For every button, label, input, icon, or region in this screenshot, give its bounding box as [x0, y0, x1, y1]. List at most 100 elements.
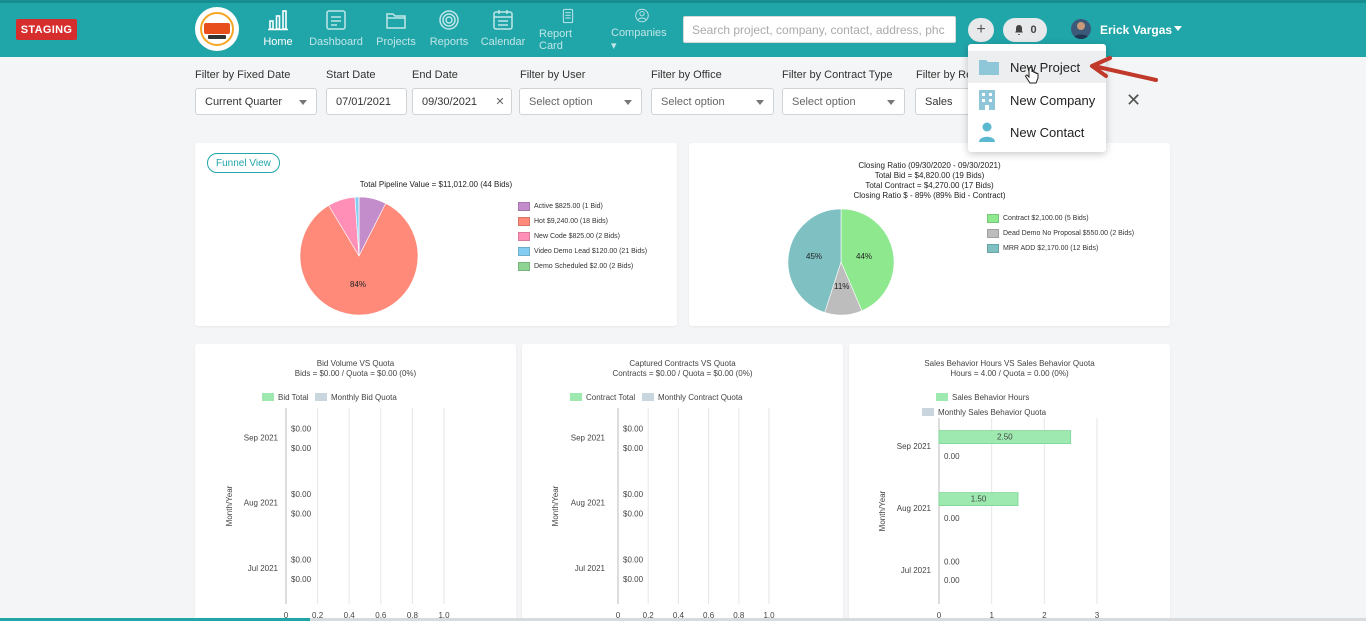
bar[interactable]	[938, 492, 1019, 507]
filter-user-select[interactable]: Select option	[519, 88, 642, 115]
closing-ratio-pie-chart	[788, 209, 894, 315]
sales-behavior-chart: Sales Behavior Hours VS Sales Behavior Q…	[878, 359, 1100, 620]
add-new-button[interactable]: +	[968, 18, 994, 42]
y-category-label: Sep 2021	[897, 442, 932, 451]
filter-fixed-date-select[interactable]: Current Quarter	[195, 88, 317, 115]
bar[interactable]	[938, 430, 1072, 444]
legend-swatch	[642, 393, 654, 401]
x-tick-label: 1	[989, 611, 994, 620]
x-tick-label: 0.6	[703, 611, 715, 620]
end-date-input[interactable]: 09/30/2021	[412, 88, 490, 115]
nav-calendar[interactable]: Calendar	[480, 8, 526, 52]
closing-ratio-card: Closing Ratio (09/30/2020 - 09/30/2021) …	[689, 143, 1170, 326]
x-tick-label: 0.8	[733, 611, 745, 620]
nav-label: Calendar	[480, 36, 526, 48]
x-tick-label: 0.4	[673, 611, 685, 620]
notifications-button[interactable]: 0	[1003, 18, 1047, 42]
end-date-value: 09/30/2021	[422, 95, 478, 108]
filter-user-value: Select option	[529, 95, 593, 108]
legend-label[interactable]: Monthly Bid Quota	[331, 393, 397, 402]
pie-slice-label: 84%	[350, 280, 367, 289]
pie-slice-contract[interactable]	[840, 209, 894, 312]
nav-companies[interactable]: Companies ▾	[611, 8, 673, 52]
new-company-item[interactable]: New Company	[968, 84, 1106, 116]
nav-label: Report Card	[539, 28, 573, 52]
start-date-value: 07/01/2021	[336, 95, 392, 108]
pie-slice-hot[interactable]	[300, 203, 418, 315]
y-axis-label: Month/Year	[878, 490, 887, 531]
legend-label[interactable]: Monthly Contract Quota	[658, 393, 743, 402]
filter-contract-type-select[interactable]: Select option	[782, 88, 905, 115]
chart-title: Captured Contracts VS Quota	[629, 359, 736, 368]
legend-swatch	[987, 229, 999, 238]
pie-slice-label: 44%	[856, 252, 873, 261]
filter-fixed-date-label: Filter by Fixed Date	[195, 69, 291, 81]
legend-swatch	[518, 247, 530, 256]
menu-item-label: New Project	[1010, 59, 1081, 75]
closing-title-line: Total Bid = $4,820.00 (19 Bids)	[874, 171, 985, 180]
legend-label: Dead Demo No Proposal $550.00 (2 Bids)	[1003, 230, 1135, 237]
nav-report-card[interactable]: Report Card	[539, 8, 597, 52]
legend-label[interactable]: Bid Total	[278, 393, 309, 402]
close-icon: ✕	[495, 96, 505, 108]
legend-label: Active $825.00 (1 Bid)	[534, 203, 603, 210]
nav-home[interactable]: Home	[262, 8, 294, 52]
chart-subtitle: Bids = $0.00 / Quota = $0.00 (0%)	[295, 369, 417, 378]
dashboard-icon	[326, 10, 346, 30]
bell-icon	[1015, 25, 1024, 35]
sales-behavior-card: Sales Behavior Hours VS Sales Behavior Q…	[849, 344, 1170, 621]
legend-item: Dead Demo No Proposal $550.00 (2 Bids)	[987, 229, 1134, 238]
nav-reports[interactable]: Reports	[430, 8, 468, 52]
closing-title-line: Closing Ratio (09/30/2020 - 09/30/2021)	[858, 161, 1001, 170]
filter-report-value: Sales	[925, 95, 953, 108]
filter-office-select[interactable]: Select option	[651, 88, 774, 115]
folder-icon	[386, 13, 406, 29]
x-tick-label: 0.4	[344, 611, 356, 620]
pipeline-pie-chart	[300, 197, 418, 315]
start-date-label: Start Date	[326, 69, 376, 81]
bar-value-label: $0.00	[623, 575, 644, 584]
user-name[interactable]: Erick Vargas	[1100, 23, 1173, 37]
menu-item-label: New Company	[1010, 92, 1096, 108]
legend-label: New Code $825.00 (2 Bids)	[534, 233, 620, 240]
legend-label[interactable]: Monthly Sales Behavior Quota	[938, 408, 1047, 417]
folder-icon	[979, 60, 999, 75]
filter-office-value: Select option	[661, 95, 725, 108]
bid-volume-card: Bid Volume VS Quota Bids = $0.00 / Quota …	[195, 344, 516, 621]
global-search-input[interactable]	[683, 16, 956, 43]
clear-end-date-button[interactable]: ✕	[489, 88, 512, 115]
nav-dashboard[interactable]: Dashboard	[309, 8, 363, 52]
close-filters-button[interactable]: ✕	[1126, 90, 1141, 111]
user-menu-caret-icon[interactable]	[1174, 26, 1182, 31]
legend-label[interactable]: Sales Behavior Hours	[952, 393, 1029, 402]
bar-value-label: $0.00	[623, 490, 644, 499]
x-tick-label: 0	[284, 611, 289, 620]
nav-projects[interactable]: Projects	[376, 8, 416, 52]
filter-report-select[interactable]: Sales	[915, 88, 975, 115]
bar-value-label: 0.00	[944, 452, 960, 461]
x-tick-label: 0	[616, 611, 621, 620]
chevron-down-icon	[887, 100, 895, 105]
bar-value-label: 0.00	[944, 514, 960, 523]
person-icon	[979, 122, 995, 142]
legend-label: Contract $2,100.00 (5 Bids)	[1003, 215, 1089, 222]
user-avatar[interactable]	[1071, 19, 1091, 39]
chart-subtitle: Hours = 4.00 / Quota = 0.00 (0%)	[950, 369, 1069, 378]
company-logo[interactable]	[195, 7, 239, 51]
legend-swatch	[987, 214, 999, 223]
pie-slice-label: 11%	[834, 282, 850, 291]
filter-fixed-date-value: Current Quarter	[205, 95, 283, 108]
bottom-scroll-track	[0, 618, 1366, 621]
legend-label[interactable]: Contract Total	[586, 393, 635, 402]
funnel-view-button[interactable]: Funnel View	[207, 153, 280, 173]
x-tick-label: 0.2	[643, 611, 655, 620]
nav-label: Home	[263, 36, 293, 48]
pie-slice-mrr-add[interactable]	[788, 209, 842, 313]
x-tick-label: 0.8	[407, 611, 419, 620]
report-card-icon	[562, 8, 574, 24]
bar-value-label: 2.50	[997, 433, 1013, 442]
new-contact-item[interactable]: New Contact	[968, 116, 1106, 148]
start-date-input[interactable]: 07/01/2021	[326, 88, 407, 115]
